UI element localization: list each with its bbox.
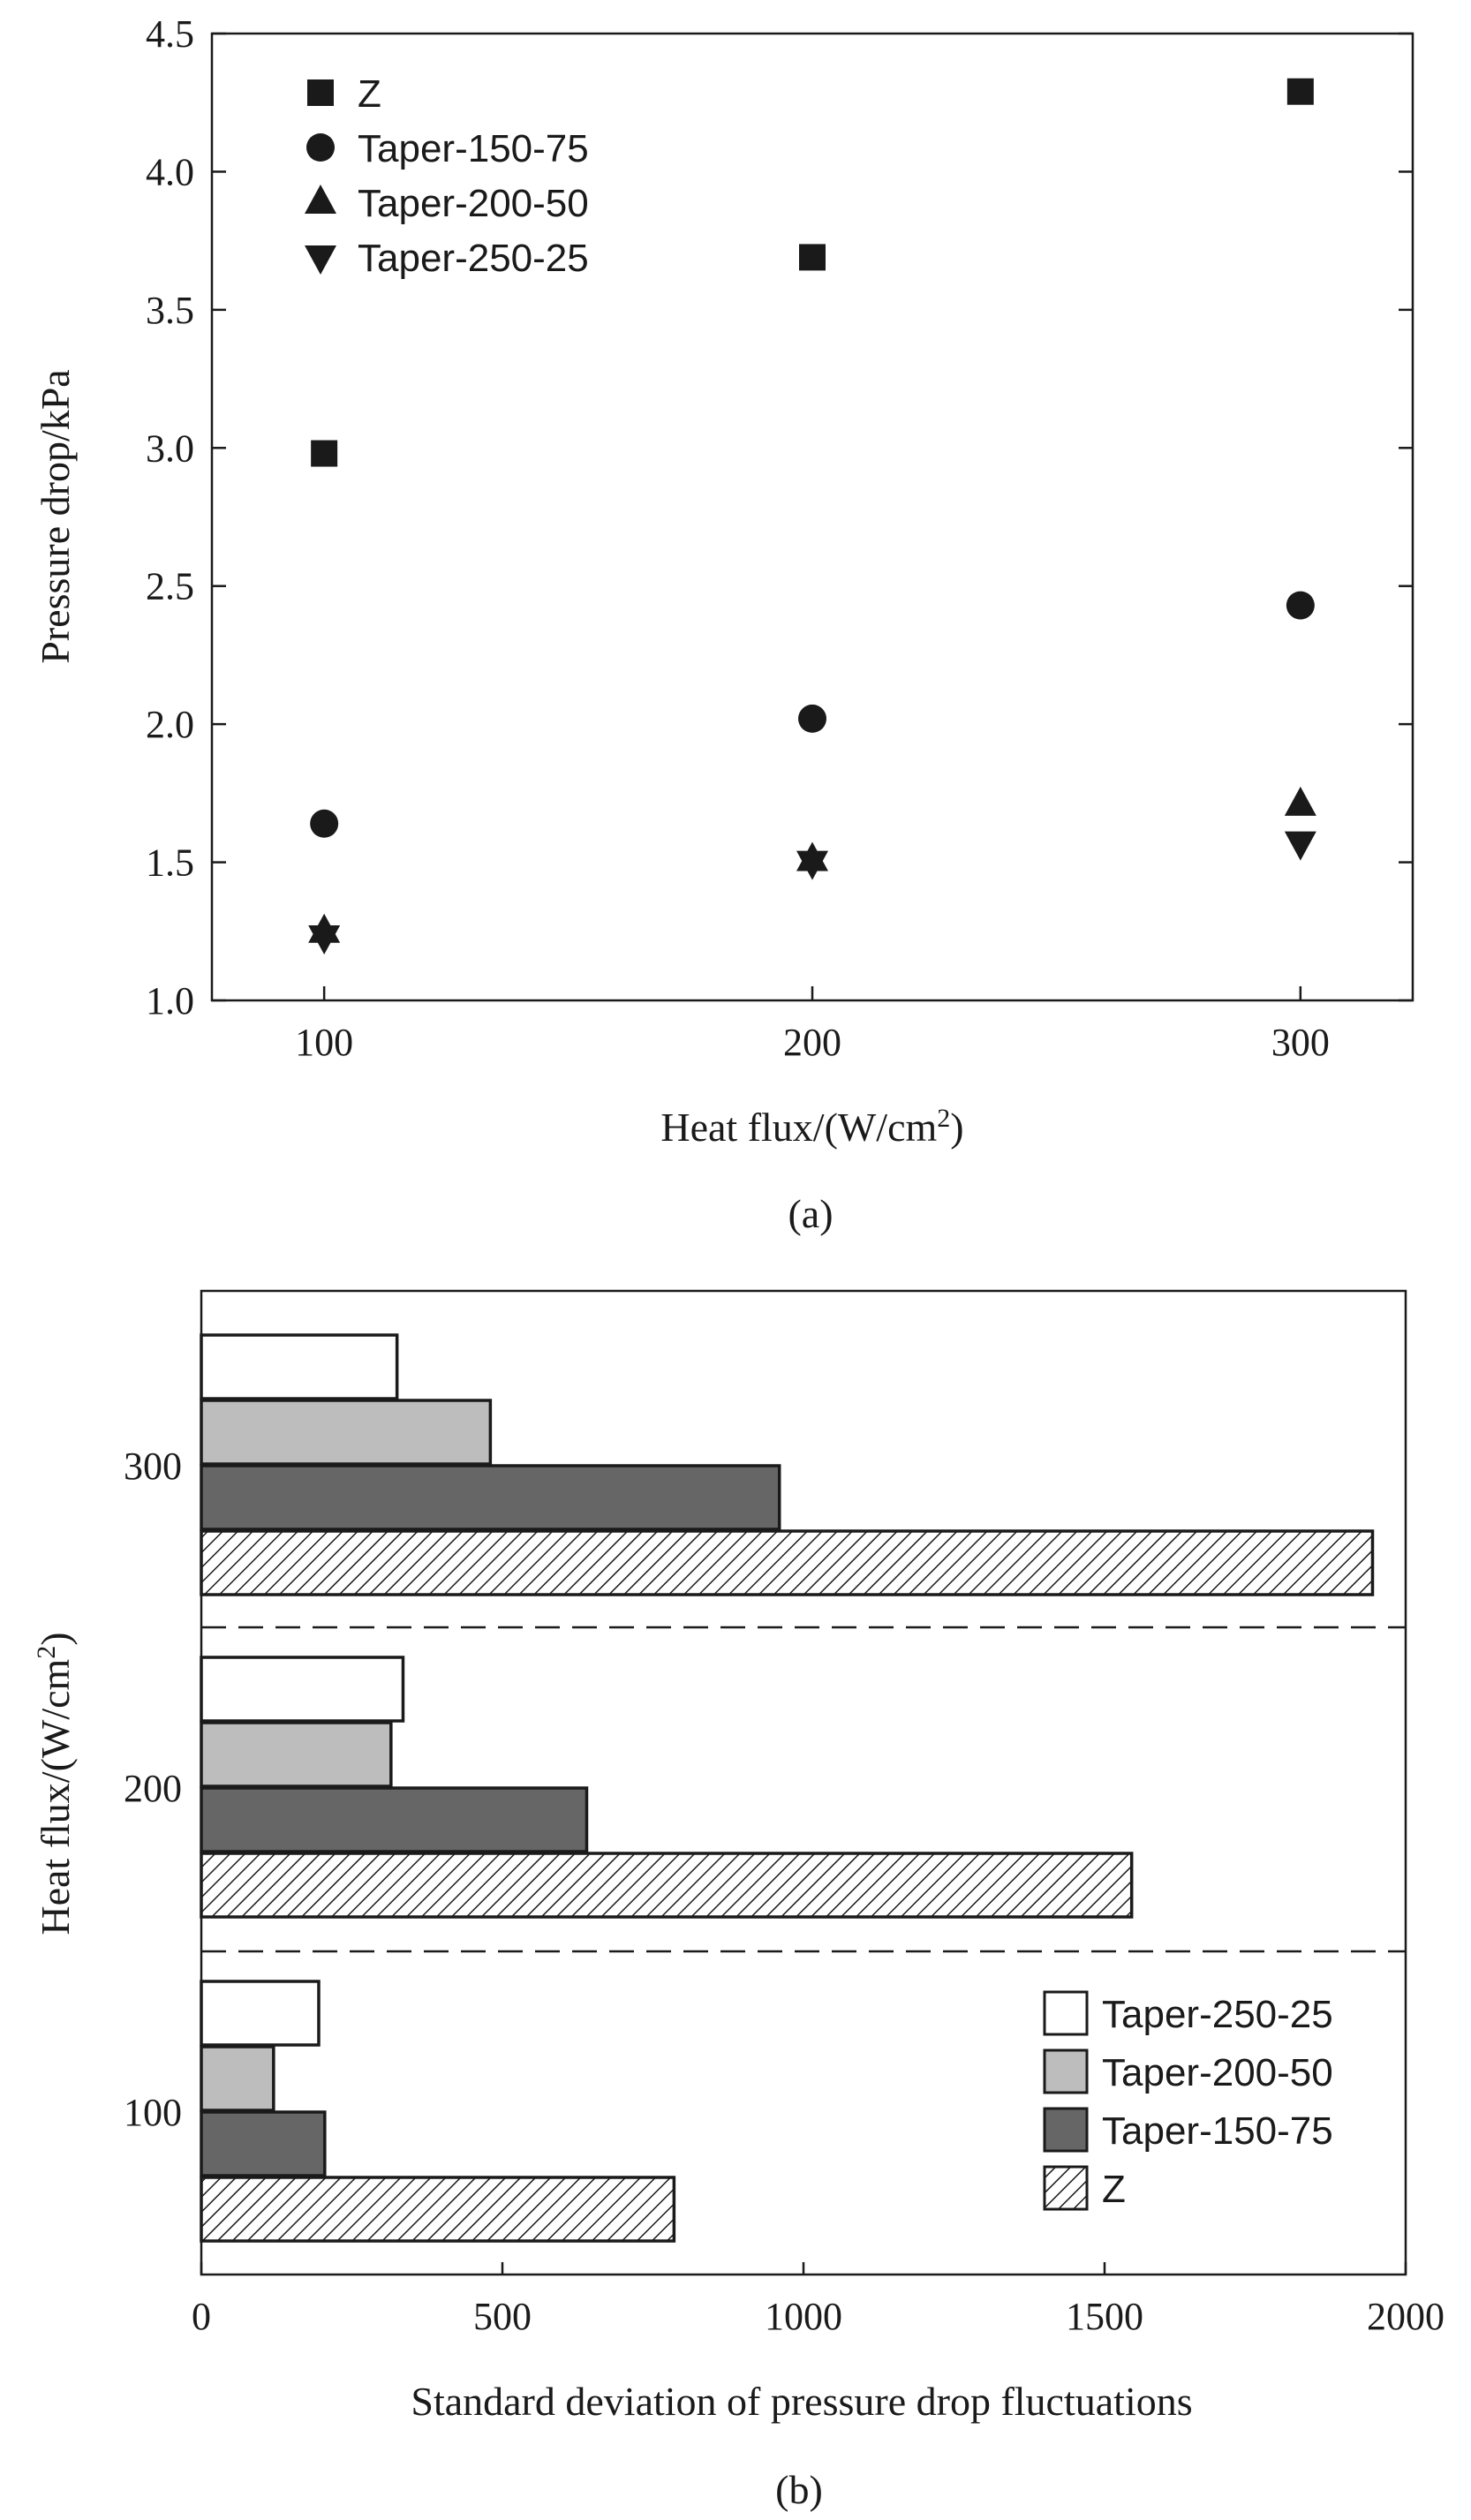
panel-a-x-axis-title: Heat flux/(W/cm2) xyxy=(660,1104,963,1151)
data-point-taper-150-75 xyxy=(798,704,826,733)
bar-100-taper-250-25 xyxy=(200,1980,321,2047)
legend-label: Taper-150-75 xyxy=(358,127,589,170)
data-point-taper-200-50 xyxy=(1284,786,1316,816)
x-tick-label: 1500 xyxy=(1066,2295,1143,2338)
y-tick-label: 1.0 xyxy=(146,979,194,1022)
y-tick-label: 3.5 xyxy=(146,289,194,332)
legend-label: Taper-200-50 xyxy=(1102,2051,1333,2094)
legend-label: Taper-250-25 xyxy=(1102,1993,1333,2036)
data-point-taper-150-75 xyxy=(310,809,339,838)
data-point-taper-250-25 xyxy=(796,850,828,880)
bar-100-taper-200-50 xyxy=(200,2045,275,2112)
legend-label: Z xyxy=(358,72,381,116)
x-tick-label: 0 xyxy=(192,2295,211,2338)
legend-swatch xyxy=(1043,2048,1089,2094)
data-point-taper-250-25 xyxy=(1284,831,1316,861)
y-tick-label: 200 xyxy=(124,1767,182,1810)
bar-300-z xyxy=(200,1529,1375,1596)
bar-300-taper-250-25 xyxy=(200,1333,399,1400)
y-tick-label: 3.0 xyxy=(146,426,194,470)
bar-200-taper-250-25 xyxy=(200,1656,405,1723)
legend-label: Z xyxy=(1102,2168,1126,2211)
data-point-z xyxy=(799,244,826,271)
legend-marker xyxy=(307,79,334,106)
panel-a-y-axis: 1.0 1.5 2.0 2.5 3.0 3.5 4.0 4.5 xyxy=(146,12,1413,1022)
y-tick-label: 1.5 xyxy=(146,841,194,885)
x-tick-label: 300 xyxy=(1271,1021,1330,1064)
data-point-z xyxy=(311,440,338,467)
y-tick-label: 2.5 xyxy=(146,565,194,608)
y-tick-label: 4.0 xyxy=(146,150,194,193)
panel-a-legend: Z Taper-150-75 Taper-200-50 Taper-250-25 xyxy=(305,72,589,280)
bar-200-taper-200-50 xyxy=(200,1721,393,1788)
panel-a-x-axis: 100 200 300 xyxy=(295,986,1330,1064)
legend-marker xyxy=(305,245,336,275)
data-point-z xyxy=(1286,78,1314,105)
x-tick-label: 200 xyxy=(783,1021,841,1064)
panel-b-x-axis: 0 500 1000 1500 2000 xyxy=(192,2262,1445,2338)
bar-100-z xyxy=(200,2176,676,2243)
x-tick-label: 2000 xyxy=(1367,2295,1445,2338)
legend-marker xyxy=(305,185,336,214)
bar-100-taper-150-75 xyxy=(200,2110,327,2177)
panel-b-y-axis-title: Heat flux/(W/cm2) xyxy=(32,1632,79,1935)
legend-swatch xyxy=(1043,1990,1089,2036)
x-tick-label: 100 xyxy=(295,1021,353,1064)
bar-300-taper-200-50 xyxy=(200,1399,493,1466)
legend-label: Taper-250-25 xyxy=(358,237,589,280)
bar-300-taper-150-75 xyxy=(200,1464,781,1531)
panel-b-caption: (b) xyxy=(775,2467,823,2512)
panel-b-bars xyxy=(200,1333,1375,2243)
panel-b-group-separators xyxy=(201,1626,1406,1953)
panel-a-caption: (a) xyxy=(788,1191,833,1236)
legend-label: Taper-200-50 xyxy=(358,182,589,225)
legend-swatch xyxy=(1043,2107,1089,2153)
y-tick-label: 300 xyxy=(124,1445,182,1488)
data-point-taper-250-25 xyxy=(308,925,341,955)
panel-a-data-points xyxy=(308,78,1316,955)
panel-b-legend: Taper-250-25 Taper-200-50 Taper-150-75 Z xyxy=(1043,1990,1333,2211)
y-tick-label: 2.0 xyxy=(146,703,194,746)
legend-marker xyxy=(306,133,335,162)
legend-swatch xyxy=(1043,2165,1089,2211)
legend-label: Taper-150-75 xyxy=(1102,2109,1333,2153)
y-tick-label: 100 xyxy=(124,2091,182,2134)
x-tick-label: 500 xyxy=(473,2295,532,2338)
bar-200-z xyxy=(200,1852,1134,1919)
panel-a-scatter-chart: 1.0 1.5 2.0 2.5 3.0 3.5 4.0 4.5 100 200 300 Z Tape… xyxy=(33,12,1414,1236)
data-point-taper-150-75 xyxy=(1286,591,1315,620)
panel-b-x-axis-title: Standard deviation of pressure drop fluc… xyxy=(411,2379,1192,2424)
bar-200-taper-150-75 xyxy=(200,1786,589,1853)
panel-a-y-axis-title: Pressure drop/kPa xyxy=(33,369,78,663)
panel-b-y-axis: 100 200 300 xyxy=(124,1445,214,2134)
y-tick-label: 4.5 xyxy=(146,12,194,56)
x-tick-label: 1000 xyxy=(765,2295,842,2338)
